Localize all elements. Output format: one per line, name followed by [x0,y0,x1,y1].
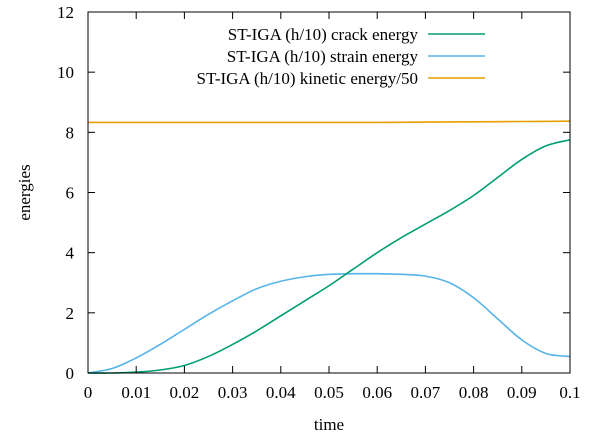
series-line-1 [87,272,571,374]
x-tick-label: 0.05 [314,383,344,402]
x-axis-label: time [314,415,344,434]
y-tick-label: 10 [57,63,74,82]
series-line-2 [88,120,571,124]
x-tick-label: 0.03 [218,383,248,402]
x-tick-label: 0.08 [459,383,489,402]
y-tick-label: 0 [66,364,75,383]
y-tick-label: 6 [66,184,75,203]
legend-label-1: ST-IGA (h/10) strain energy [227,47,419,66]
x-tick-label: 0.02 [170,383,200,402]
x-tick-label: 0.01 [121,383,151,402]
legend-label-0: ST-IGA (h/10) crack energy [228,25,419,44]
series-layer [87,120,571,374]
y-axis-label: energies [15,164,34,220]
x-tick-label: 0.1 [559,383,580,402]
series-line-0 [87,139,571,374]
legend-label-2: ST-IGA (h/10) kinetic energy/50 [197,69,418,88]
ticks-layer: 0 0.01 0.02 0.03 0.04 0.05 0.06 0.07 0.08 0.09 0.1… [57,3,581,402]
x-tick-label: 0 [84,383,93,402]
y-tick-label: 4 [66,244,75,263]
x-tick-label: 0.06 [362,383,392,402]
x-tick-label: 0.07 [411,383,441,402]
x-tick-label: 0.04 [266,383,296,402]
legend: ST-IGA (h/10) crack energy ST-IGA (h/10) … [197,25,485,88]
y-tick-label: 12 [57,3,74,22]
x-tick-label: 0.09 [507,383,537,402]
y-tick-label: 8 [66,123,75,142]
y-tick-label: 2 [66,304,75,323]
